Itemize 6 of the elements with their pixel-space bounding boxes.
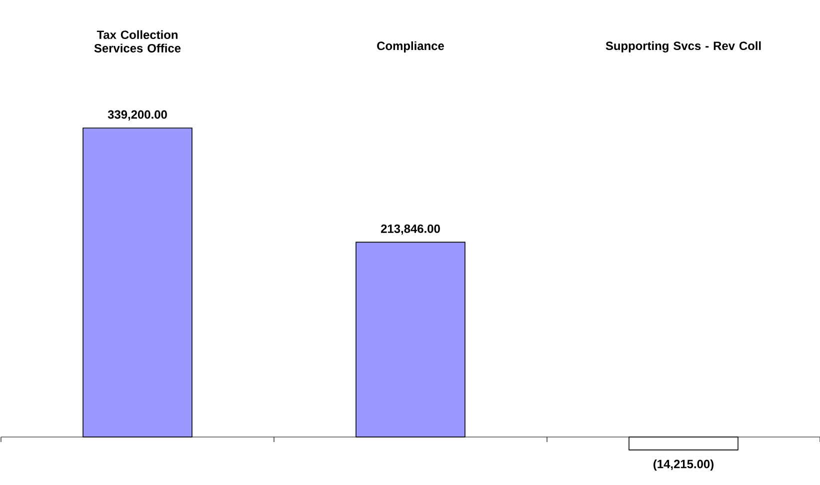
data-label: 213,846.00 xyxy=(381,224,440,235)
data-label: (14,215.00) xyxy=(654,459,714,471)
x-tick-label: Compliance xyxy=(377,41,444,52)
x-tick-label: Supporting Svcs - Rev Coll xyxy=(606,41,761,52)
data-label: 339,200.00 xyxy=(108,110,167,120)
x-tick-label: Tax Collection Services Office xyxy=(94,30,181,52)
